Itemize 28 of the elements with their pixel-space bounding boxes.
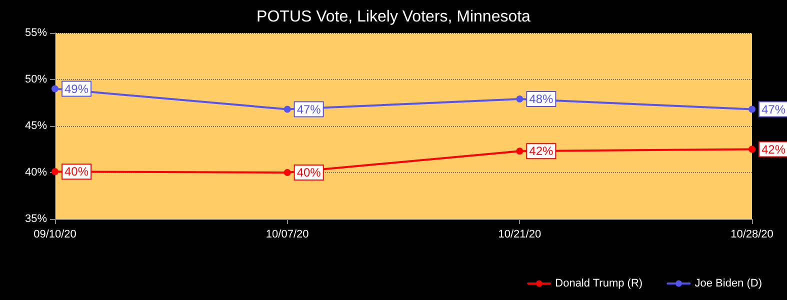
point	[748, 146, 756, 153]
point	[284, 106, 291, 113]
x-tick-label: 10/07/20	[266, 228, 309, 240]
chart-title: POTUS Vote, Likely Voters, Minnesota	[256, 8, 531, 26]
data-label: 40%	[64, 164, 89, 179]
y-tick-label: 40%	[24, 166, 48, 178]
data-label: 48%	[529, 92, 554, 106]
data-label: 49%	[64, 82, 89, 96]
y-tick-label: 45%	[24, 120, 48, 132]
point	[516, 148, 524, 155]
legend-label: Joe Biden (D)	[694, 278, 762, 290]
legend-label: Donald Trump (R)	[555, 278, 643, 290]
point	[52, 168, 58, 176]
y-tick-label: 35%	[24, 213, 48, 225]
data-label: 40%	[296, 166, 322, 180]
data-label: 42%	[762, 142, 786, 156]
point	[52, 85, 58, 92]
data-label: 47%	[762, 102, 786, 116]
x-tick-label: 10/28/20	[730, 228, 774, 240]
x-tick-label: 10/21/20	[498, 228, 542, 240]
x-tick-label: 09/10/20	[34, 228, 76, 240]
point	[516, 96, 524, 103]
y-tick-label: 50%	[24, 74, 48, 86]
data-label: 42%	[529, 144, 554, 158]
point	[748, 106, 756, 113]
y-tick-label: 55%	[24, 27, 48, 39]
data-label: 47%	[296, 102, 322, 116]
point	[284, 169, 291, 176]
